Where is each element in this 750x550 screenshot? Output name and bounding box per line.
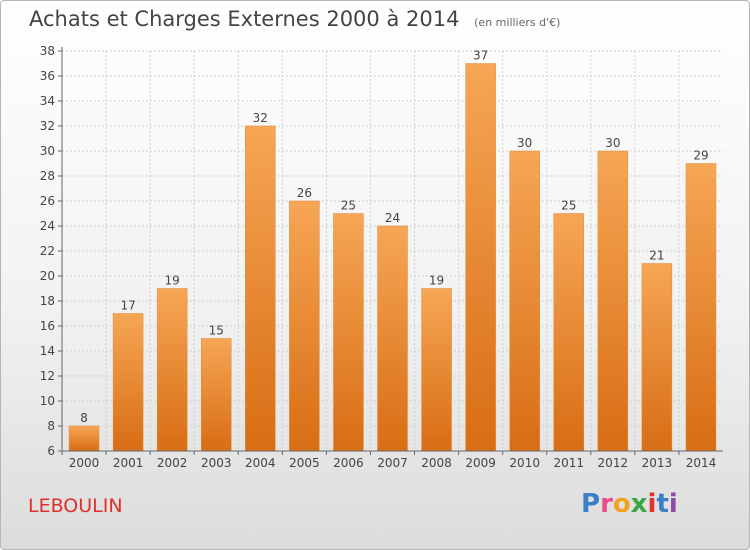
x-tick-label: 2010 bbox=[509, 456, 540, 470]
y-tick-label: 10 bbox=[40, 394, 55, 408]
bar bbox=[245, 125, 276, 452]
proxiti-logo: Proxiti bbox=[581, 489, 678, 519]
x-tick-label: 2006 bbox=[333, 456, 364, 470]
chart-title-text: Achats et Charges Externes 2000 à 2014 bbox=[29, 7, 460, 31]
y-tick-label: 32 bbox=[40, 119, 55, 133]
y-tick-label: 36 bbox=[40, 69, 55, 83]
y-tick-label: 12 bbox=[40, 369, 55, 383]
chart-unit: (en milliers d'€) bbox=[474, 16, 561, 29]
data-label: 8 bbox=[80, 411, 88, 425]
bar bbox=[68, 425, 100, 452]
x-tick-label: 2007 bbox=[377, 456, 408, 470]
y-tick-label: 16 bbox=[40, 319, 55, 333]
y-tick-label: 22 bbox=[40, 244, 55, 258]
bar bbox=[289, 200, 320, 452]
y-tick-label: 20 bbox=[40, 269, 55, 283]
x-tick-label: 2005 bbox=[289, 456, 320, 470]
data-label: 21 bbox=[649, 249, 664, 263]
bar bbox=[553, 213, 584, 452]
data-label: 30 bbox=[605, 136, 620, 150]
x-tick-label: 2009 bbox=[465, 456, 496, 470]
y-tick-label: 18 bbox=[40, 294, 55, 308]
data-label: 30 bbox=[517, 136, 532, 150]
logo-letter: o bbox=[612, 489, 631, 519]
x-tick-label: 2012 bbox=[598, 456, 629, 470]
x-tick-label: 2008 bbox=[421, 456, 452, 470]
bar bbox=[377, 225, 408, 452]
logo-letter: i bbox=[668, 489, 678, 519]
x-tick-label: 2004 bbox=[245, 456, 276, 470]
data-label: 25 bbox=[561, 199, 576, 213]
bar bbox=[465, 63, 496, 452]
y-tick-label: 28 bbox=[40, 169, 55, 183]
logo-letter: i bbox=[647, 489, 657, 519]
data-label: 29 bbox=[693, 149, 708, 163]
data-label: 26 bbox=[297, 186, 312, 200]
y-tick-label: 8 bbox=[47, 419, 55, 433]
x-tick-label: 2003 bbox=[201, 456, 232, 470]
bar bbox=[641, 263, 673, 452]
bar bbox=[201, 338, 232, 452]
data-label: 37 bbox=[473, 49, 488, 63]
logo-letter: x bbox=[630, 489, 648, 519]
x-tick-label: 2000 bbox=[69, 456, 100, 470]
axes: 6 8 10 12 14 16 18 20 22 24 26 28 30 32 34 36 38 2000 2001… bbox=[40, 44, 723, 470]
y-tick-label: 24 bbox=[40, 219, 55, 233]
place-name: LEBOULIN bbox=[28, 495, 123, 517]
data-label: 19 bbox=[429, 274, 444, 288]
data-label: 17 bbox=[120, 299, 135, 313]
x-tick-label: 2014 bbox=[686, 456, 717, 470]
y-tick-label: 6 bbox=[47, 444, 55, 458]
bar bbox=[597, 150, 629, 452]
y-tick-label: 38 bbox=[40, 44, 55, 58]
data-label: 19 bbox=[165, 274, 180, 288]
data-label: 24 bbox=[385, 211, 400, 225]
data-label: 15 bbox=[209, 324, 224, 338]
bar bbox=[156, 288, 188, 452]
y-tick-label: 30 bbox=[40, 144, 55, 158]
data-label: 32 bbox=[253, 111, 268, 125]
bar bbox=[421, 288, 452, 452]
chart-title: Achats et Charges Externes 2000 à 2014 (… bbox=[29, 7, 560, 31]
y-tick-label: 26 bbox=[40, 194, 55, 208]
x-tick-label: 2013 bbox=[642, 456, 673, 470]
bar bbox=[685, 163, 717, 452]
bar bbox=[509, 150, 540, 452]
bar bbox=[112, 313, 144, 452]
x-tick-label: 2011 bbox=[553, 456, 584, 470]
logo-letter: t bbox=[656, 489, 669, 519]
logo-letter: r bbox=[600, 489, 613, 519]
y-tick-label: 14 bbox=[40, 344, 55, 358]
data-label: 25 bbox=[341, 199, 356, 213]
x-tick-label: 2001 bbox=[113, 456, 144, 470]
bar bbox=[333, 213, 364, 452]
y-tick-label: 34 bbox=[40, 94, 55, 108]
grid-lines bbox=[62, 50, 723, 452]
x-tick-label: 2002 bbox=[157, 456, 188, 470]
logo-letter: P bbox=[581, 489, 601, 519]
bars: 8 17 19 15 32 26 25 24 19 37 30 25 30 21 29 bbox=[68, 49, 717, 452]
